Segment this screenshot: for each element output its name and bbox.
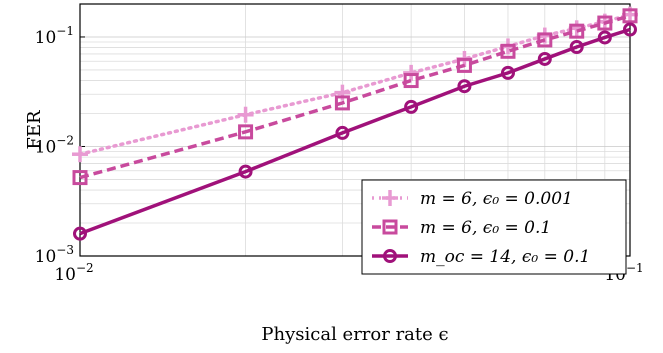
series-3-point (623, 22, 637, 37)
legend-marker (383, 249, 397, 263)
series-2-point (569, 23, 585, 39)
y-tick-label: 10−3 (35, 243, 74, 267)
series-3-point (457, 79, 472, 94)
series-2-point (622, 8, 638, 24)
series-2-point (72, 170, 88, 186)
legend-marker (382, 190, 398, 206)
series-2-point (500, 43, 516, 59)
series-1-point (72, 146, 88, 163)
y-tick-label: 10−1 (35, 24, 74, 48)
legend-marker (382, 219, 398, 235)
series-3-point (537, 51, 552, 66)
series-3-line (79, 27, 631, 236)
series-1 (72, 6, 638, 163)
series-2-point (238, 124, 254, 140)
series-3 (73, 22, 637, 241)
legend-label: m_oc = 14, ϵ₀ = 0.1 (420, 247, 590, 267)
series-1-point (237, 106, 254, 123)
series-1-point (403, 64, 420, 81)
plot-frame (79, 3, 631, 257)
series-2-point (403, 73, 419, 89)
series-2-point (334, 95, 350, 111)
series-3-point (569, 39, 584, 54)
legend-entry-1: m = 6, ϵ₀ = 0.001 (372, 189, 573, 209)
series-2-line (79, 14, 631, 180)
legend-label: m = 6, ϵ₀ = 0.1 (420, 218, 551, 238)
series-3-point (597, 30, 612, 45)
legend-label: m = 6, ϵ₀ = 0.001 (420, 189, 573, 209)
series-3-point (404, 99, 419, 114)
y-tick-label: 10−2 (35, 133, 74, 157)
series-2-point (537, 32, 553, 48)
series-3-point (238, 164, 253, 179)
x-axis-label: Physical error rate ϵ (261, 324, 448, 345)
legend: m = 6, ϵ₀ = 0.001 m = 6, ϵ₀ = 0.1 m_oc = 1… (361, 179, 627, 275)
axis-ticks: 10−2 10−110−310−210−1 (35, 24, 644, 285)
series-2-point (597, 15, 613, 31)
legend-entry-2: m = 6, ϵ₀ = 0.1 (372, 218, 551, 238)
legend-entry-3: m_oc = 14, ϵ₀ = 0.1 (372, 247, 590, 267)
series-1-line (78, 12, 632, 156)
series-3-point (73, 226, 87, 241)
y-axis-label: FER (24, 110, 45, 150)
data-series (72, 6, 638, 241)
series-2-point (456, 57, 472, 73)
x-tick-label: 10−2 (54, 261, 93, 285)
series-3-point (500, 65, 515, 80)
series-3-point (335, 125, 350, 140)
series-2 (72, 8, 638, 186)
